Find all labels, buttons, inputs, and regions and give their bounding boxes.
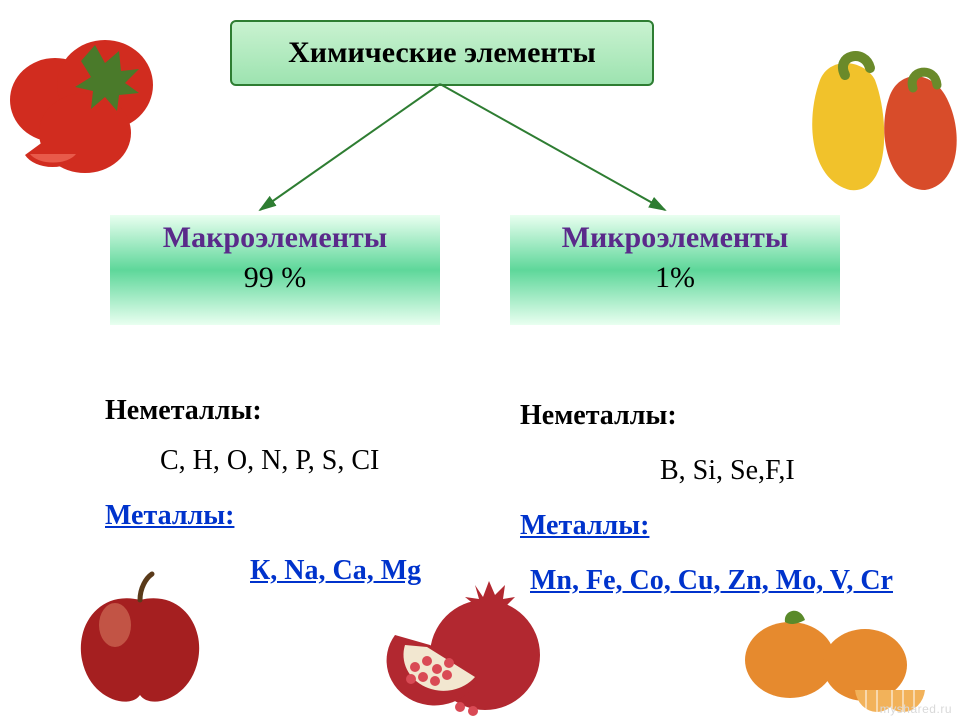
micro-percent: 1%	[510, 261, 840, 295]
macro-title: Макроэлементы	[110, 221, 440, 255]
pepper-icon	[795, 40, 960, 200]
micro-nonmetal-list: B, Si, Se,F,I	[660, 455, 795, 487]
macro-metal-list: К, Na, Ca, Mg	[250, 555, 421, 587]
micro-nonmetal-label: Неметаллы:	[520, 400, 677, 432]
macro-nonmetal-label: Неметаллы:	[105, 395, 262, 427]
arrows	[0, 0, 960, 720]
macro-percent: 99 %	[110, 261, 440, 295]
macro-nonmetal-list: C, H, O, N, P, S, CI	[160, 445, 379, 477]
micro-metal-list: Mn, Fe, Co, Cu, Zn, Mo, V, Cr	[530, 565, 893, 597]
micro-box: Микроэлементы 1%	[510, 215, 840, 325]
pomegranate-icon	[365, 575, 555, 720]
title-box: Химические элементы	[230, 20, 654, 86]
micro-metal-label: Металлы:	[520, 510, 649, 542]
macro-box: Макроэлементы 99 %	[110, 215, 440, 325]
arrow-left	[260, 84, 440, 210]
title-text: Химические элементы	[288, 36, 596, 70]
tangerine-icon	[735, 590, 930, 720]
slide-root: Химические элементы Макроэлементы 99 % М…	[0, 0, 960, 720]
tomato-icon	[0, 15, 165, 185]
micro-title: Микроэлементы	[510, 221, 840, 255]
watermark: myshared.ru	[880, 702, 952, 716]
arrow-right	[440, 84, 665, 210]
macro-metal-label: Металлы:	[105, 500, 234, 532]
apple-icon	[70, 570, 210, 710]
